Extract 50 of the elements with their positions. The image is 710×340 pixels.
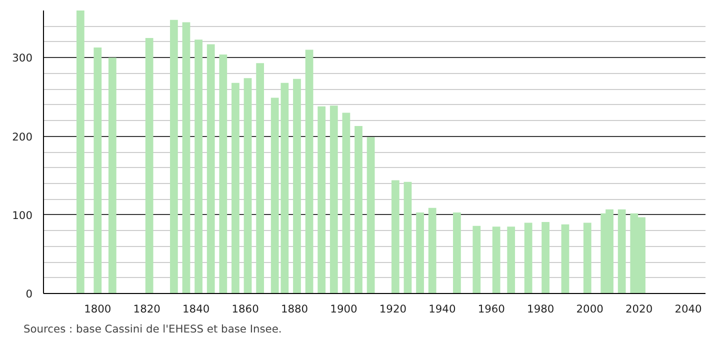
y-tick-label: 300 — [12, 52, 33, 65]
bar — [583, 222, 592, 294]
x-tick-label: 1840 — [182, 302, 210, 316]
x-tick-label: 1920 — [379, 302, 407, 316]
bar — [232, 82, 240, 294]
bar — [182, 22, 190, 294]
bar — [416, 212, 424, 294]
y-tick-label: 200 — [12, 130, 33, 144]
bar — [391, 180, 400, 294]
bar — [76, 10, 84, 294]
bar — [472, 226, 481, 294]
source-note: Sources : base Cassini de l'EHESS et base Insee. — [24, 322, 282, 336]
bar — [108, 58, 116, 294]
bar — [507, 226, 516, 294]
bar — [342, 112, 350, 294]
bar — [194, 40, 202, 294]
bar — [330, 106, 338, 294]
x-tick-label: 1860 — [232, 302, 260, 316]
bar — [244, 78, 252, 294]
x-tick-label: 1880 — [280, 302, 308, 316]
x-tick-label: 1820 — [133, 302, 161, 316]
x-tick-label: 1900 — [330, 302, 358, 316]
bar — [206, 44, 215, 294]
bar — [219, 54, 228, 294]
bar — [453, 212, 461, 294]
bar — [170, 20, 178, 294]
x-tick-label: 1940 — [428, 302, 456, 316]
y-tick-label: 0 — [26, 288, 33, 300]
bar — [354, 126, 362, 294]
bar — [618, 209, 626, 294]
bar — [318, 106, 326, 294]
bar — [428, 208, 436, 294]
bar — [524, 222, 532, 294]
bar — [94, 47, 102, 294]
x-tick-label: 2000 — [576, 302, 604, 316]
x-tick-label: 2020 — [625, 302, 653, 316]
bar — [305, 50, 314, 294]
x-tick-label: 1960 — [478, 302, 506, 316]
bar — [492, 226, 500, 294]
bar — [366, 137, 375, 294]
bar — [542, 222, 550, 294]
bar — [256, 63, 264, 294]
bar — [145, 38, 154, 294]
bar — [404, 182, 412, 294]
bar — [293, 78, 301, 294]
y-tick-label: 100 — [12, 208, 33, 222]
bar — [561, 224, 570, 294]
x-tick-label: 2040 — [674, 302, 702, 316]
x-tick-label: 1980 — [527, 302, 554, 316]
x-tick-label: 1800 — [84, 302, 112, 316]
